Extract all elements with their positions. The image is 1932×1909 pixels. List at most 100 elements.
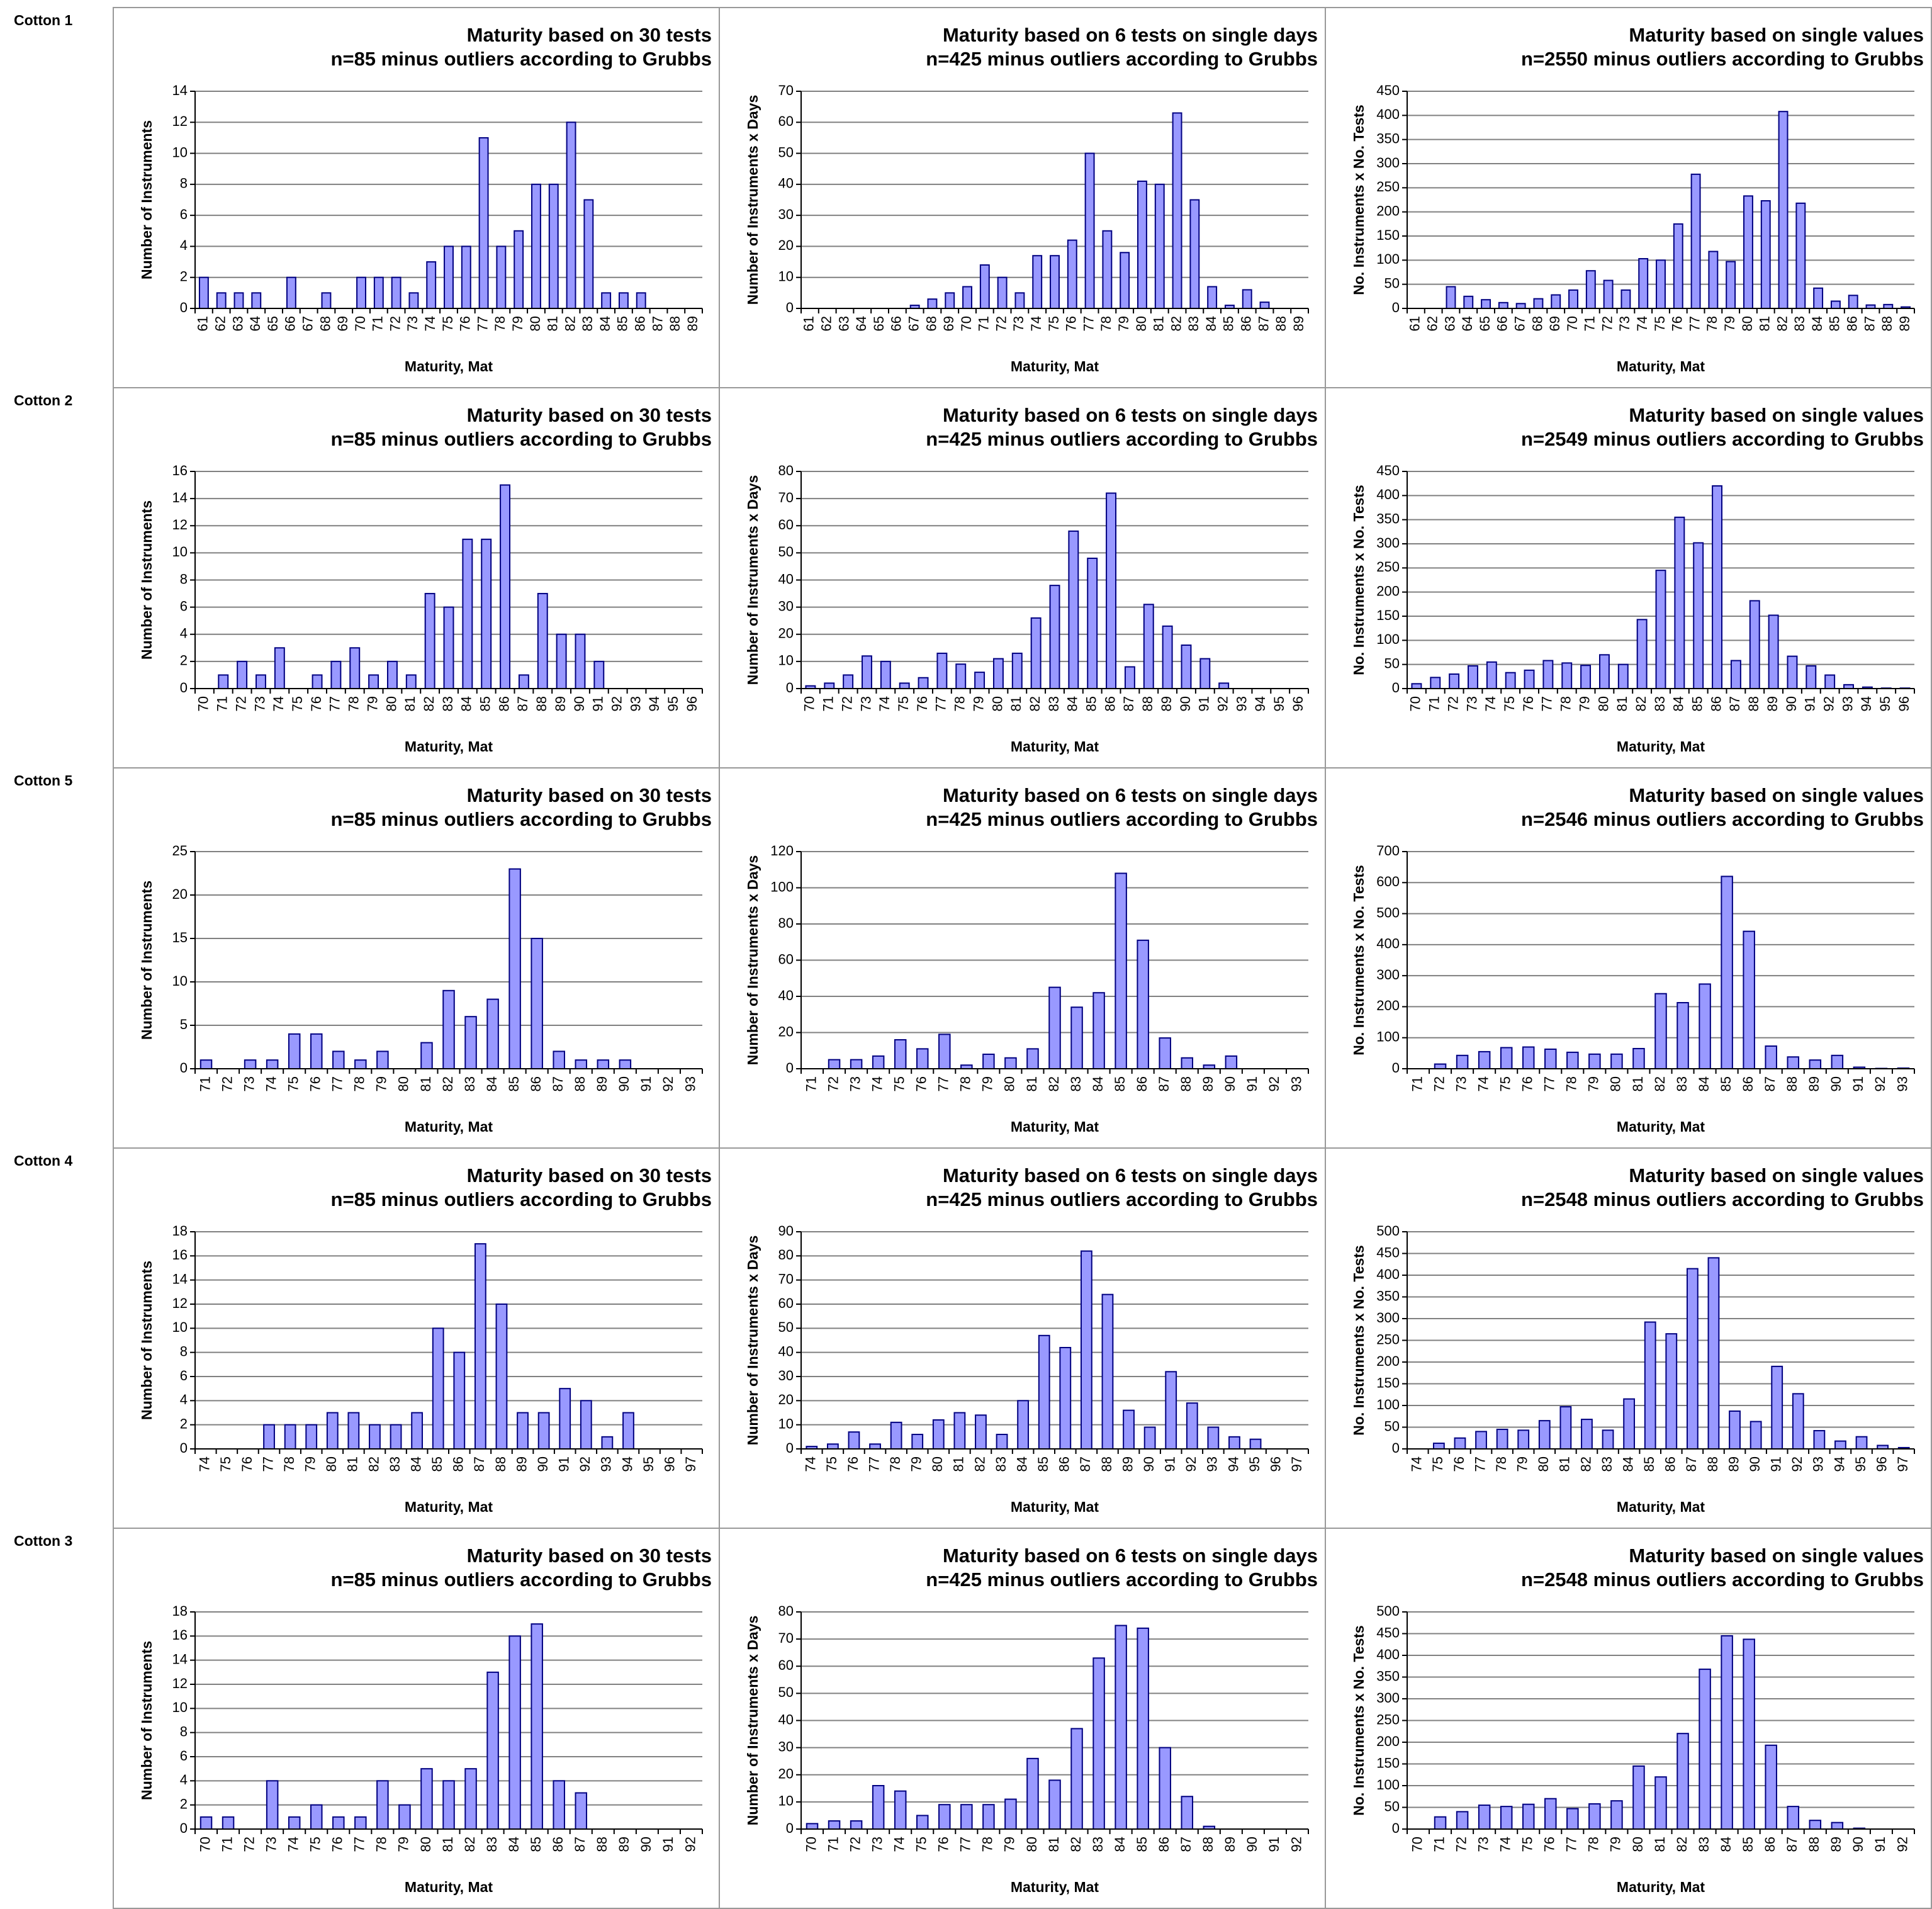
x-tick-label: 81 [1008, 696, 1024, 711]
x-tick-label: 83 [440, 696, 456, 711]
row-label: Cotton 2 [14, 392, 72, 408]
bar [1067, 239, 1077, 310]
bar [1115, 872, 1127, 1069]
bar [1730, 660, 1741, 689]
x-tick-label: 76 [308, 696, 324, 711]
y-tick-label: 25 [172, 843, 188, 859]
x-tick-label: 61 [801, 316, 817, 331]
x-tick-label: 65 [871, 316, 887, 331]
bar [420, 1768, 433, 1830]
x-tick-label: 96 [1290, 696, 1306, 711]
bar [1143, 604, 1154, 689]
x-tick-label: 89 [1765, 696, 1780, 711]
bar [1430, 677, 1441, 690]
bar [1778, 111, 1789, 309]
y-tick-label: 400 [1376, 936, 1400, 952]
x-tick-label: 93 [1233, 696, 1249, 711]
bar [583, 199, 594, 309]
x-tick-label: 75 [914, 1837, 929, 1852]
y-tick-label: 0 [180, 1820, 188, 1836]
bar [601, 1436, 614, 1450]
bar [1632, 1765, 1645, 1830]
x-tick-label: 91 [590, 696, 606, 711]
bar [274, 647, 285, 689]
bar [1765, 1045, 1777, 1070]
bar [1048, 986, 1061, 1069]
bar [1004, 1798, 1017, 1830]
bar [1449, 673, 1460, 689]
x-tick-label: 77 [866, 1456, 882, 1472]
bar [1617, 663, 1629, 689]
bar [1172, 112, 1182, 309]
bar [474, 1243, 486, 1450]
bar [1768, 614, 1779, 690]
chart-title: Maturity based on single values [1629, 24, 1924, 46]
y-tick-label: 40 [778, 1343, 794, 1359]
x-tick-label: 75 [1520, 1837, 1536, 1852]
x-tick-label: 97 [1289, 1456, 1305, 1472]
x-tick-label: 86 [1845, 316, 1860, 331]
x-tick-label: 74 [286, 1837, 301, 1852]
y-tick-label: 200 [1376, 998, 1400, 1013]
bar [222, 1816, 235, 1830]
bar [1228, 1436, 1240, 1450]
chart-subtitle: n=85 minus outliers according to Grubbs [331, 808, 712, 830]
bar [1830, 300, 1841, 309]
x-tick-label: 78 [1586, 1837, 1602, 1852]
bar [828, 1820, 841, 1830]
bar [1486, 661, 1497, 690]
y-tick-label: 2 [180, 653, 188, 668]
x-axis-label: Maturity, Mat [405, 358, 493, 374]
x-tick-label: 64 [247, 316, 263, 331]
x-tick-label: 83 [993, 1456, 1009, 1472]
chart-subtitle: n=85 minus outliers according to Grubbs [331, 48, 712, 70]
x-tick-label: 84 [1112, 1837, 1128, 1852]
x-tick-label: 67 [300, 316, 315, 331]
x-tick-label: 80 [1630, 1837, 1646, 1852]
y-tick-label: 10 [172, 144, 188, 160]
y-axis-label: No. Instruments x No. Tests [1351, 104, 1367, 295]
y-tick-label: 4 [180, 1772, 188, 1788]
x-tick-label: 77 [933, 696, 949, 711]
chart-subtitle: n=2549 minus outliers according to Grubb… [1521, 428, 1924, 450]
x-tick-label: 92 [660, 1076, 676, 1091]
bar [305, 1424, 318, 1450]
x-tick-label: 92 [1821, 696, 1836, 711]
bar [443, 606, 454, 689]
y-tick-label: 250 [1376, 1331, 1400, 1347]
x-tick-label: 91 [1266, 1837, 1282, 1852]
x-tick-label: 95 [1247, 1456, 1262, 1472]
bar [517, 1412, 529, 1450]
bar [326, 1412, 339, 1450]
x-tick-label: 78 [958, 1076, 974, 1091]
y-tick-label: 8 [180, 176, 188, 191]
x-tick-label: 71 [1409, 1076, 1425, 1091]
x-tick-label: 63 [836, 316, 851, 331]
bar [1463, 295, 1474, 310]
x-tick-label: 89 [1120, 1456, 1135, 1472]
x-tick-label: 79 [1576, 696, 1592, 711]
y-tick-label: 30 [778, 206, 794, 222]
x-tick-label: 73 [1453, 1076, 1469, 1091]
y-tick-label: 450 [1376, 1244, 1400, 1260]
x-tick-label: 90 [1222, 1076, 1238, 1091]
x-tick-label: 74 [1409, 1456, 1425, 1472]
x-tick-label: 96 [1267, 1456, 1283, 1472]
x-tick-label: 95 [665, 696, 681, 711]
bar [349, 647, 361, 689]
bar [960, 1804, 973, 1830]
bar [1162, 625, 1173, 689]
bar [880, 660, 891, 689]
bar [1568, 289, 1578, 310]
x-tick-label: 78 [1558, 696, 1574, 711]
x-tick-label: 92 [609, 696, 624, 711]
chart-subtitle: n=425 minus outliers according to Grubbs [926, 808, 1318, 830]
x-tick-label: 80 [396, 1076, 412, 1091]
chart-title: Maturity based on 30 tests [467, 784, 712, 806]
y-tick-label: 12 [172, 1295, 188, 1311]
bar [531, 1623, 543, 1830]
x-tick-label: 93 [627, 696, 643, 711]
bar [1656, 259, 1666, 310]
x-tick-label: 75 [286, 1076, 301, 1091]
bar [1137, 180, 1147, 309]
